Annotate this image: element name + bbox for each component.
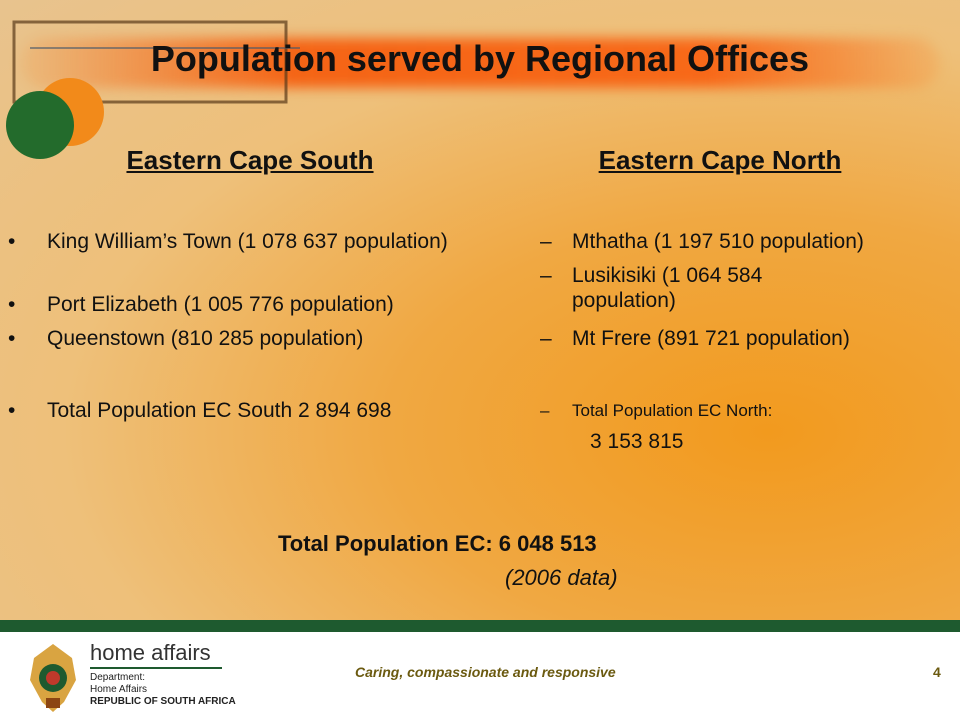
department-label: Department: (90, 672, 146, 683)
list-item: Total Population EC North: (572, 401, 773, 420)
data-note: (2006 data) (505, 565, 618, 590)
dash: – (540, 264, 552, 287)
list-item: Mthatha (1 197 510 population) (572, 230, 864, 253)
title-streak (20, 38, 940, 88)
list-item: King William’s Town (1 078 637 populatio… (47, 230, 448, 253)
bullet: • (8, 230, 16, 253)
tagline: Caring, compassionate and responsive (355, 664, 616, 680)
title: Population served by Regional Offices (150, 38, 810, 79)
decoration (6, 20, 300, 159)
bullet: • (8, 293, 16, 316)
brand: home affairs (90, 640, 211, 665)
section-heading: Eastern Cape South (126, 145, 374, 175)
list-item: Mt Frere (891 721 population) (572, 327, 850, 350)
dash: – (540, 401, 550, 420)
brand-rule (90, 667, 222, 669)
list-item: Port Elizabeth (1 005 776 population) (47, 293, 394, 316)
dash: – (540, 327, 552, 350)
page-number: 4 (933, 664, 941, 680)
footer: home affairs Department: Home Affairs RE… (0, 632, 960, 720)
list-item: Lusikisiki (1 064 584 population) (572, 264, 763, 312)
bullet: • (8, 327, 16, 350)
grand-total: Total Population EC: 6 048 513 (278, 531, 597, 556)
section-heading: Eastern Cape North (598, 145, 842, 175)
bullet: • (8, 399, 16, 422)
coat-of-arms (30, 644, 76, 712)
footer-bar (0, 620, 960, 632)
list-item: Queenstown (810 285 population) (47, 327, 364, 350)
list-item: Total Population EC South 2 894 698 (47, 399, 392, 422)
country: REPUBLIC OF SOUTH AFRICA (90, 696, 236, 707)
dash: – (540, 230, 552, 253)
department-name: Home Affairs (90, 684, 148, 695)
total-value: 3 153 815 (590, 430, 684, 453)
